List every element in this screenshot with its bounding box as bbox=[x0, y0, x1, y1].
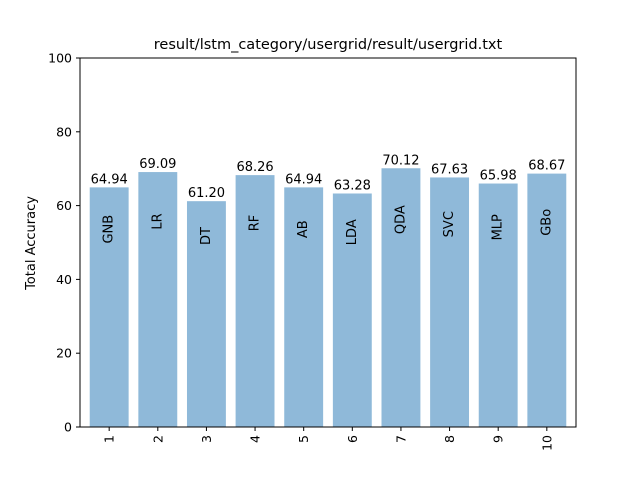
bars-group bbox=[89, 168, 567, 427]
bar-name-label: LDA bbox=[345, 219, 360, 245]
x-tick-label: 5 bbox=[296, 435, 311, 443]
bar bbox=[430, 177, 470, 427]
bar-name-label: DT bbox=[199, 227, 214, 245]
bar bbox=[186, 201, 226, 427]
x-tick-label: 9 bbox=[491, 435, 506, 443]
bar-name-label: GNB bbox=[102, 215, 117, 244]
bar-name-label: RF bbox=[248, 215, 263, 232]
bar bbox=[381, 168, 421, 427]
x-tick-label: 2 bbox=[150, 435, 165, 443]
y-tick-label: 40 bbox=[56, 272, 72, 287]
value-label: 67.63 bbox=[431, 162, 468, 177]
value-label: 64.94 bbox=[285, 172, 322, 187]
value-label: 63.28 bbox=[334, 178, 371, 193]
value-label: 70.12 bbox=[382, 153, 419, 168]
bar-name-label: AB bbox=[296, 220, 311, 238]
bar bbox=[89, 187, 129, 427]
value-label: 61.20 bbox=[188, 186, 225, 201]
bar-name-label: MLP bbox=[491, 214, 506, 240]
bar bbox=[284, 187, 324, 427]
x-tick-label: 1 bbox=[102, 435, 117, 443]
bar bbox=[478, 183, 518, 427]
x-tick-label: 8 bbox=[442, 435, 457, 443]
x-tick-label: 10 bbox=[539, 435, 554, 451]
value-label: 68.67 bbox=[528, 159, 565, 174]
x-tick-label: 3 bbox=[199, 435, 214, 443]
bar-name-label: GBo bbox=[539, 209, 554, 236]
y-tick-label: 60 bbox=[56, 198, 72, 213]
chart-title: result/lstm_category/usergrid/result/use… bbox=[154, 37, 503, 53]
x-tick-label: 6 bbox=[345, 435, 360, 443]
y-tick-label: 80 bbox=[56, 124, 72, 139]
bar bbox=[235, 175, 275, 427]
bar-name-label: SVC bbox=[442, 211, 457, 237]
bar-name-label: QDA bbox=[393, 205, 408, 234]
plot-frame bbox=[79, 57, 577, 428]
bar-name-label: LR bbox=[150, 213, 165, 229]
y-axis-label: Total Accuracy bbox=[24, 196, 39, 291]
x-tick-label: 4 bbox=[248, 435, 263, 443]
y-tick-label: 0 bbox=[64, 420, 72, 435]
value-label: 64.94 bbox=[91, 172, 128, 187]
bar-text-group: 64.94 GNB 69.09 LR 61.20 DT 68.26 RF 64.94 AB 63.2… bbox=[91, 153, 566, 245]
value-label: 65.98 bbox=[480, 169, 517, 184]
value-label: 69.09 bbox=[139, 157, 176, 172]
y-tick-label: 20 bbox=[56, 346, 72, 361]
y-tick-label: 100 bbox=[48, 51, 72, 66]
bar bbox=[332, 193, 372, 427]
x-tick-label: 7 bbox=[393, 435, 408, 443]
value-label: 68.26 bbox=[236, 160, 273, 175]
bar bbox=[138, 172, 178, 427]
bar bbox=[527, 173, 567, 427]
